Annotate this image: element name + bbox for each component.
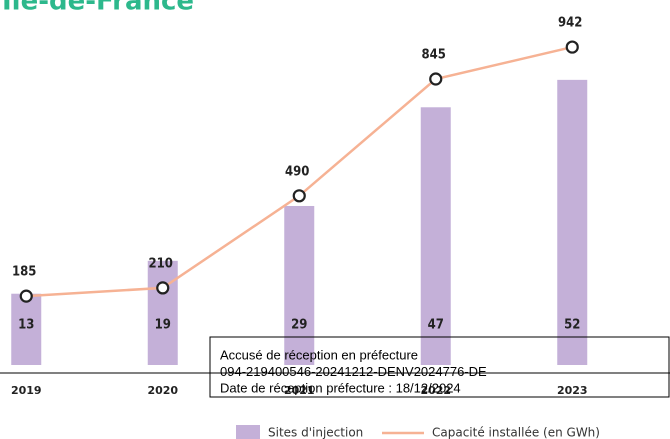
line-point — [429, 72, 443, 86]
x-tick-label: 2023 — [557, 384, 588, 397]
x-tick-label: 2021 — [284, 384, 315, 397]
line-value-label: 185 — [12, 265, 36, 280]
line-value-label: 210 — [149, 256, 173, 271]
bar-value-label: 29 — [291, 318, 307, 333]
stamp-box — [209, 336, 670, 398]
line-value-label: 942 — [558, 16, 582, 31]
line-value-label: 490 — [285, 164, 309, 179]
line-point — [156, 281, 170, 295]
bar-value-label: 47 — [428, 318, 444, 333]
bar-value-label: 19 — [155, 318, 171, 333]
bar — [284, 205, 315, 365]
stamp-line: Accusé de réception en préfecture — [220, 347, 418, 362]
bar — [420, 107, 451, 366]
legend-label: Sites d'injection — [268, 426, 363, 439]
line-point — [292, 189, 306, 203]
legend-swatch — [236, 425, 260, 439]
bar — [11, 293, 42, 365]
stamp-line: Date de réception préfecture : 18/12/202… — [220, 380, 461, 395]
stamp-line: 094-219400546-20241212-DENV2024776-DE — [220, 364, 487, 379]
line-point — [565, 40, 579, 54]
chart-title: Île-de-France — [2, 0, 194, 17]
bar-value-label: 52 — [564, 318, 580, 333]
bar-value-label: 13 — [18, 318, 34, 333]
bar — [147, 260, 178, 365]
line-point — [19, 289, 33, 303]
x-tick-label: 2020 — [147, 384, 178, 397]
x-tick-label: 2022 — [420, 384, 451, 397]
line-value-label: 845 — [422, 47, 446, 62]
bar — [557, 79, 588, 365]
legend-label: Capacité installée (en GWh) — [432, 426, 600, 439]
x-tick-label: 2019 — [11, 384, 42, 397]
